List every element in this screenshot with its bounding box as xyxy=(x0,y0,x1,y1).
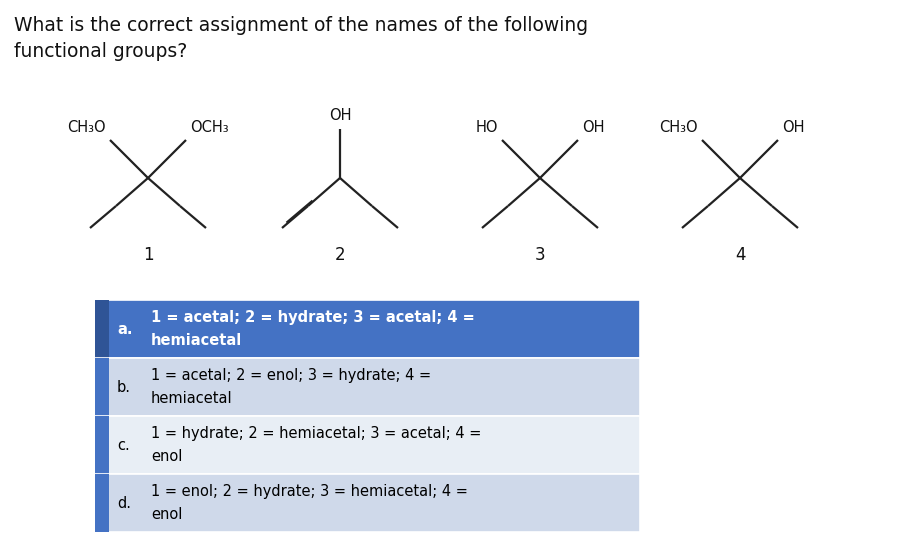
Text: a.: a. xyxy=(117,321,132,336)
Text: What is the correct assignment of the names of the following: What is the correct assignment of the na… xyxy=(14,16,588,35)
Text: hemiacetal: hemiacetal xyxy=(151,333,242,348)
Text: d.: d. xyxy=(117,496,131,510)
Bar xyxy=(95,416,640,474)
Text: functional groups?: functional groups? xyxy=(14,42,187,61)
Text: HO: HO xyxy=(475,120,498,135)
Text: 1 = acetal; 2 = enol; 3 = hydrate; 4 =: 1 = acetal; 2 = enol; 3 = hydrate; 4 = xyxy=(151,368,431,383)
Text: CH₃O: CH₃O xyxy=(67,120,106,135)
Text: OCH₃: OCH₃ xyxy=(190,120,229,135)
Text: enol: enol xyxy=(151,449,182,464)
Text: 1 = enol; 2 = hydrate; 3 = hemiacetal; 4 =: 1 = enol; 2 = hydrate; 3 = hemiacetal; 4… xyxy=(151,484,468,499)
Bar xyxy=(95,358,640,416)
Text: 4: 4 xyxy=(735,246,746,264)
Text: b.: b. xyxy=(117,380,131,395)
Text: c.: c. xyxy=(117,437,130,453)
Bar xyxy=(95,300,109,358)
Text: hemiacetal: hemiacetal xyxy=(151,391,232,406)
Text: 1: 1 xyxy=(142,246,153,264)
Bar xyxy=(95,416,109,474)
Text: enol: enol xyxy=(151,507,182,522)
Text: 2: 2 xyxy=(335,246,346,264)
Text: OH: OH xyxy=(582,120,604,135)
Text: OH: OH xyxy=(782,120,805,135)
Text: CH₃O: CH₃O xyxy=(659,120,698,135)
Bar xyxy=(95,474,109,532)
Bar xyxy=(95,358,109,416)
Text: 1 = hydrate; 2 = hemiacetal; 3 = acetal; 4 =: 1 = hydrate; 2 = hemiacetal; 3 = acetal;… xyxy=(151,426,482,441)
Text: 3: 3 xyxy=(535,246,545,264)
Bar xyxy=(95,300,640,358)
Bar xyxy=(95,474,640,532)
Text: OH: OH xyxy=(328,107,351,123)
Text: 1 = acetal; 2 = hydrate; 3 = acetal; 4 =: 1 = acetal; 2 = hydrate; 3 = acetal; 4 = xyxy=(151,310,474,325)
